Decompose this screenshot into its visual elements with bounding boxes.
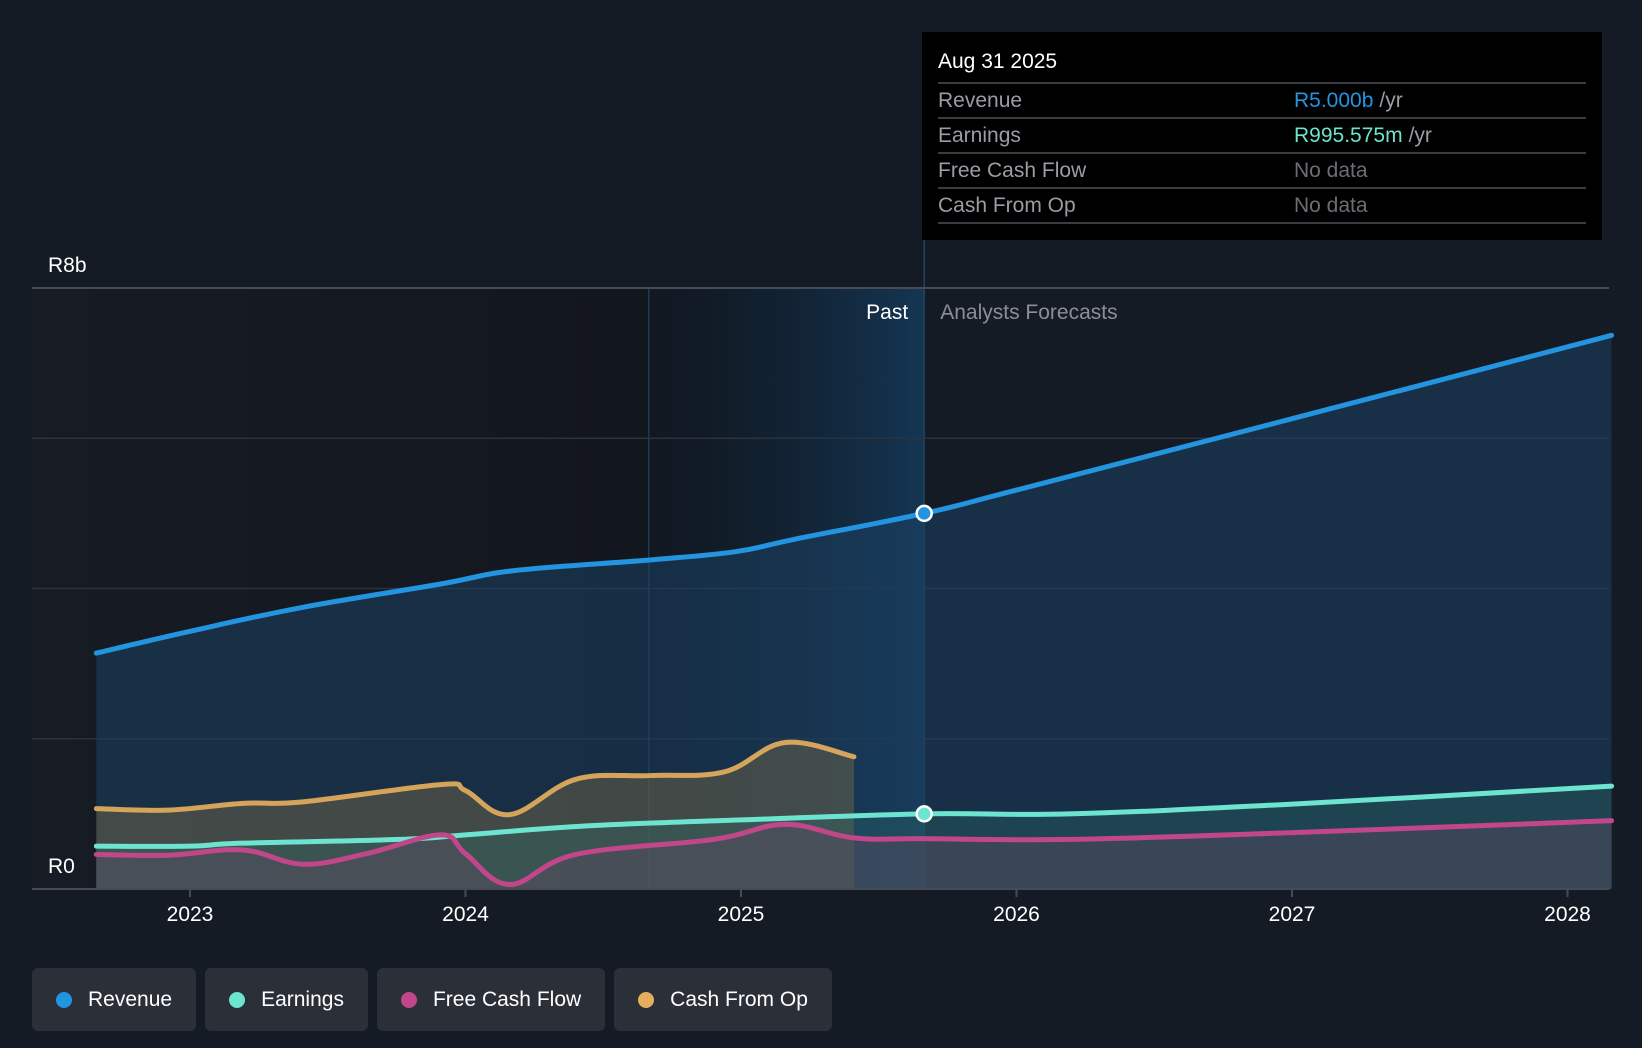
earnings-marker (915, 805, 933, 823)
x-tick-label: 2023 (167, 903, 214, 926)
tooltip-label: Free Cash Flow (938, 159, 1087, 182)
cash-from-op-dot-icon (638, 991, 655, 1008)
tooltip-value: R5.000b (1294, 89, 1374, 112)
tooltip-value: No data (1294, 194, 1368, 217)
tooltip-row-revenue: Revenue R5.000b /yr (938, 84, 1586, 119)
tooltip-value: R995.575m (1294, 124, 1403, 147)
revenue-dot-icon (56, 991, 72, 1008)
x-tick-label: 2026 (993, 903, 1040, 926)
earnings-dot-icon (229, 991, 246, 1008)
tooltip-unit: /yr (1379, 89, 1403, 112)
cash-from-op-line (93, 739, 857, 818)
legend-item-free-cash-flow[interactable]: Free Cash Flow (376, 968, 606, 1031)
legend-label: Earnings (261, 987, 344, 1011)
tooltip-value: No data (1294, 159, 1368, 182)
legend-label: Cash From Op (670, 987, 808, 1011)
x-tick-label: 2024 (442, 903, 489, 926)
tooltip-unit: /yr (1408, 124, 1432, 147)
legend-item-earnings[interactable]: Earnings (205, 968, 368, 1031)
revenue-line (93, 332, 1615, 656)
tooltip-label: Cash From Op (938, 194, 1076, 217)
x-axis: 2023 2024 2025 2026 2027 2028 (32, 888, 1609, 926)
legend-label: Revenue (88, 987, 173, 1011)
revenue-area (96, 335, 1612, 889)
tooltip-row-earnings: Earnings R995.575m /yr (938, 119, 1586, 154)
x-tick-label: 2027 (1269, 903, 1316, 926)
forecast-label: Analysts Forecasts (940, 301, 1117, 324)
tooltip-label: Earnings (938, 124, 1021, 147)
past-label: Past (866, 301, 908, 324)
tooltip-row-cfo: Cash From Op No data (938, 189, 1586, 224)
legend: Revenue Earnings Free Cash Flow Cash Fro… (32, 968, 832, 1031)
y-axis-label-top: R8b (48, 254, 87, 277)
free-cash-flow-dot-icon (400, 991, 417, 1008)
legend-item-cash-from-op[interactable]: Cash From Op (614, 968, 832, 1031)
legend-label: Free Cash Flow (432, 987, 582, 1011)
revenue-marker (915, 504, 933, 523)
tooltip-label: Revenue (938, 89, 1023, 112)
y-axis-label-bottom: R0 (48, 855, 75, 878)
free-cash-flow-area (96, 820, 1612, 889)
tooltip-row-fcf: Free Cash Flow No data (938, 154, 1586, 189)
legend-item-revenue[interactable]: Revenue (32, 968, 197, 1031)
free-cash-flow-line (93, 818, 1615, 887)
x-tick-label: 2025 (718, 903, 765, 926)
tooltip: Aug 31 2025 Revenue R5.000b /yr Earnings… (922, 32, 1602, 240)
cash-from-op-area (96, 742, 854, 889)
x-tick-label: 2028 (1544, 903, 1591, 926)
tooltip-date: Aug 31 2025 (938, 46, 1586, 84)
earnings-line (93, 783, 1615, 849)
